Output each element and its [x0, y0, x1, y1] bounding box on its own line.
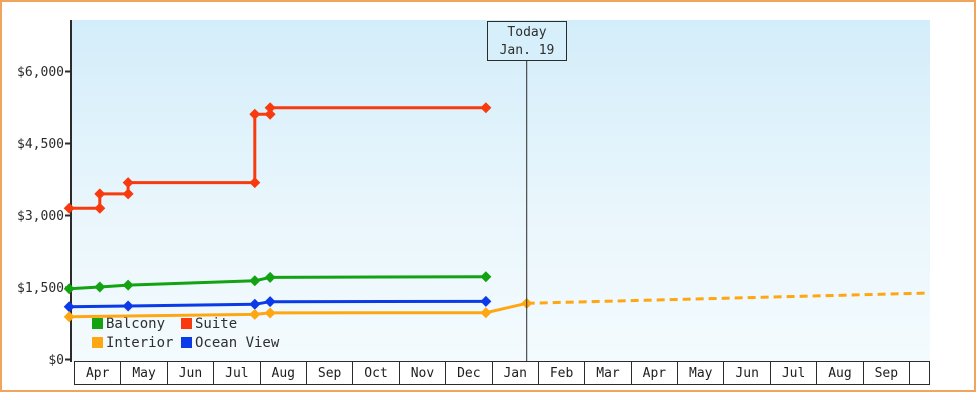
legend-label: Balcony — [106, 315, 166, 332]
data-point-marker — [264, 296, 276, 308]
series-line-interior-forecast — [526, 291, 930, 305]
data-point-marker — [264, 271, 276, 283]
month-cell: Aug — [817, 362, 864, 384]
data-point-marker — [122, 279, 134, 291]
month-cell: Dec — [446, 362, 493, 384]
data-point-marker — [480, 307, 492, 319]
data-point-marker — [122, 300, 134, 312]
data-point-marker — [122, 177, 134, 189]
legend-swatch-icon — [181, 337, 192, 348]
month-cell: May — [121, 362, 168, 384]
data-point-marker — [94, 188, 106, 200]
y-tick-label: $0 — [48, 352, 64, 368]
today-marker-box: Today Jan. 19 — [487, 21, 567, 61]
legend-label: Interior — [106, 334, 174, 351]
legend-swatch-icon — [92, 337, 103, 348]
data-point-marker — [264, 307, 276, 319]
today-date-label: Jan. 19 — [499, 43, 555, 58]
legend-item: Suite — [181, 314, 279, 333]
data-point-marker — [63, 202, 75, 214]
data-point-marker — [122, 188, 134, 200]
legend-swatch-icon — [92, 318, 103, 329]
y-tick-label: $6,000 — [17, 64, 64, 80]
data-point-marker — [264, 108, 276, 120]
data-point-marker — [94, 202, 106, 214]
month-cell: Oct — [353, 362, 400, 384]
legend-label: Suite — [195, 315, 238, 332]
data-point-marker — [94, 281, 106, 293]
month-cell: Jul — [214, 362, 261, 384]
month-cell: May — [678, 362, 725, 384]
data-point-marker — [249, 177, 261, 189]
month-cell: Sep — [864, 362, 911, 384]
month-cell: Sep — [307, 362, 354, 384]
legend: Balcony Suite Interior Ocean View — [92, 314, 279, 352]
data-point-marker — [63, 301, 75, 313]
month-cell: Nov — [400, 362, 447, 384]
today-label: Today — [507, 25, 547, 40]
month-cell: Jun — [168, 362, 215, 384]
data-point-marker — [249, 275, 261, 287]
month-cell: Feb — [539, 362, 586, 384]
legend-item: Ocean View — [181, 333, 279, 352]
data-point-marker — [249, 298, 261, 310]
y-tick-label: $3,000 — [17, 208, 64, 224]
y-tick-label: $4,500 — [17, 136, 64, 152]
month-cell: Apr — [75, 362, 122, 384]
data-point-marker — [63, 311, 75, 323]
legend-item: Interior — [92, 333, 181, 352]
y-tick-label: $1,500 — [17, 280, 64, 296]
data-point-marker — [249, 308, 261, 320]
month-cell: Apr — [632, 362, 679, 384]
data-point-marker — [264, 102, 276, 114]
month-cell: Jun — [724, 362, 771, 384]
data-point-marker — [249, 108, 261, 120]
data-point-marker — [480, 102, 492, 114]
data-point-marker — [480, 295, 492, 307]
month-cell: Mar — [585, 362, 632, 384]
month-cell: Jan — [493, 362, 539, 384]
month-axis: Apr May Jun Jul Aug Sep Oct Nov Dec Jan Feb Mar Apr M… — [74, 361, 930, 385]
legend-item: Balcony — [92, 314, 181, 333]
month-cell: Jul — [771, 362, 818, 384]
legend-swatch-icon — [181, 318, 192, 329]
month-cell-empty — [910, 362, 929, 384]
data-point-marker — [63, 283, 75, 295]
month-cell: Aug — [261, 362, 307, 384]
data-point-marker — [480, 271, 492, 283]
legend-label: Ocean View — [195, 334, 280, 351]
